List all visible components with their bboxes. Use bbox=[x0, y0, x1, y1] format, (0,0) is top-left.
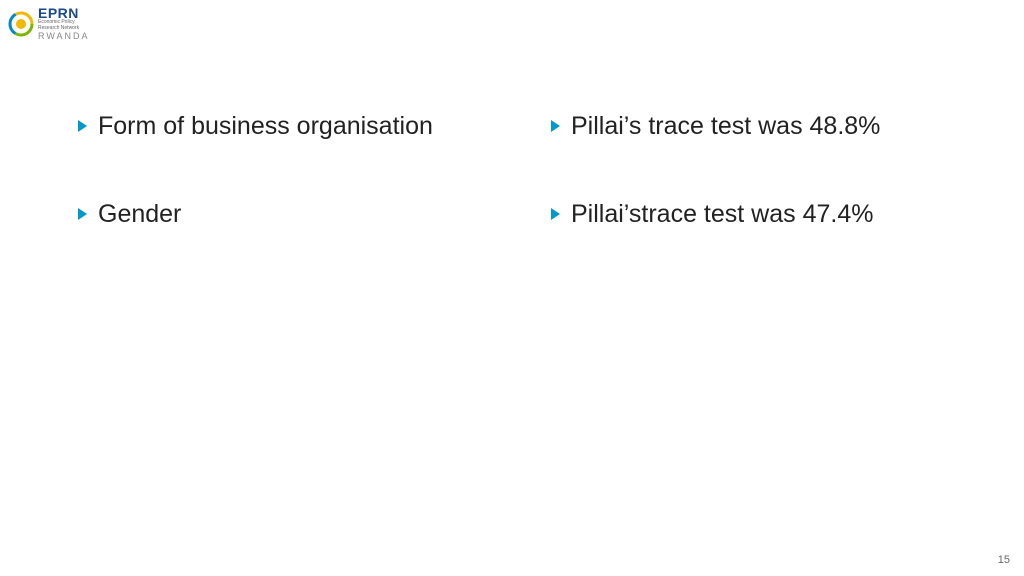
logo: EPRN Economic Policy Research Network RW… bbox=[8, 6, 90, 41]
bullet-icon bbox=[78, 207, 88, 225]
page-number: 15 bbox=[998, 554, 1010, 566]
bullet-text: Form of business organisation bbox=[98, 110, 433, 144]
left-column: Form of business organisation Gender bbox=[78, 110, 491, 232]
bullet-text: Pillai’s trace test was 48.8% bbox=[571, 110, 880, 144]
bullet-icon bbox=[551, 207, 561, 225]
logo-mark-icon bbox=[8, 11, 34, 37]
logo-text-block: EPRN Economic Policy Research Network RW… bbox=[38, 6, 90, 41]
logo-main-text: EPRN bbox=[38, 6, 90, 20]
right-column: Pillai’s trace test was 48.8% Pillai’str… bbox=[551, 110, 964, 232]
bullet-icon bbox=[78, 119, 88, 137]
list-item: Form of business organisation bbox=[78, 110, 491, 144]
content-area: Form of business organisation Gender Pil… bbox=[78, 110, 964, 232]
list-item: Pillai’strace test was 47.4% bbox=[551, 198, 964, 232]
list-item: Pillai’s trace test was 48.8% bbox=[551, 110, 964, 144]
bullet-icon bbox=[551, 119, 561, 137]
bullet-text: Gender bbox=[98, 198, 181, 232]
bullet-text: Pillai’strace test was 47.4% bbox=[571, 198, 873, 232]
list-item: Gender bbox=[78, 198, 491, 232]
logo-country-text: RWANDA bbox=[38, 32, 90, 41]
